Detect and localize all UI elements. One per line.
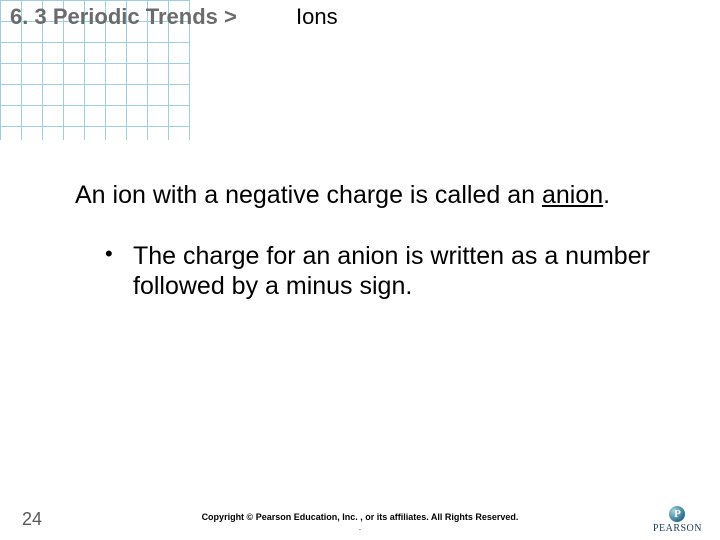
copyright-sub: . [0, 523, 720, 532]
bullet-list: The charge for an anion is written as a … [105, 241, 655, 301]
topic-title: Periodic Trends [53, 4, 218, 29]
copyright-text: Copyright © Pearson Education, Inc. , or… [0, 512, 720, 532]
statement-post: . [603, 181, 610, 209]
section-label: Ions [296, 4, 338, 30]
logo-icon-wrap: P [653, 506, 702, 522]
list-item: The charge for an anion is written as a … [105, 241, 655, 301]
pearson-logo: P PEARSON [653, 506, 702, 534]
chapter-number: 6. 3 [10, 4, 47, 29]
separator: > [224, 4, 237, 29]
main-statement: An ion with a negative charge is called … [75, 180, 655, 211]
logo-text: PEARSON [653, 523, 702, 534]
body-content: An ion with a negative charge is called … [75, 180, 655, 301]
statement-pre: An ion with a negative charge is called … [75, 181, 542, 209]
slide-header: 6. 3 Periodic Trends > [10, 4, 237, 30]
globe-icon: P [669, 506, 685, 522]
copyright-main: Copyright © Pearson Education, Inc. , or… [202, 512, 519, 522]
slide-container: 6. 3 Periodic Trends > Ions An ion with … [0, 0, 720, 540]
statement-term: anion [542, 181, 603, 209]
